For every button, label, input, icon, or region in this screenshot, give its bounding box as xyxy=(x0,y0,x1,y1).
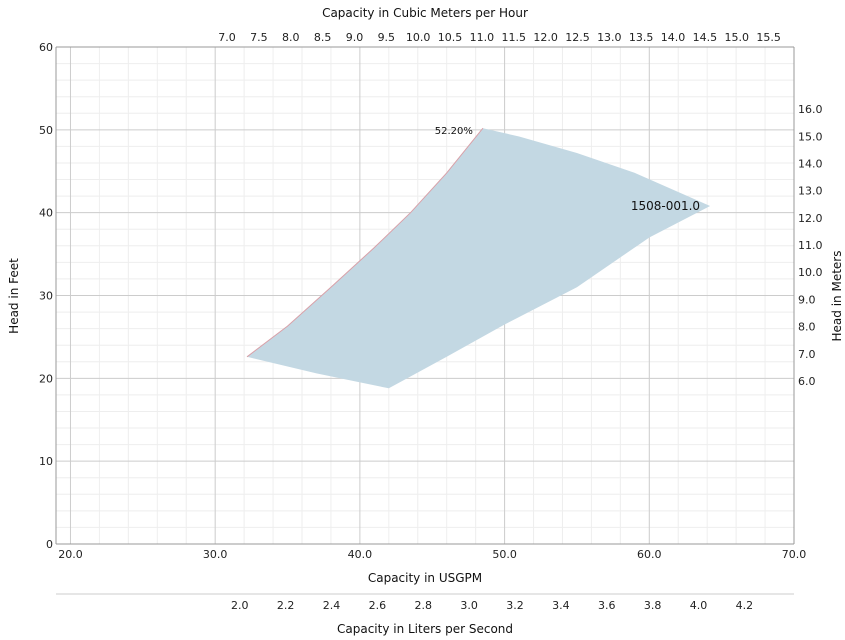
x-tick-label-m3h: 13.5 xyxy=(629,31,654,44)
right-axis-title: Head in Meters xyxy=(830,251,844,342)
x-tick-label-m3h: 12.0 xyxy=(533,31,558,44)
y-tick-label-meters: 10.0 xyxy=(798,266,823,279)
bottom-axis-title: Capacity in USGPM xyxy=(368,571,482,585)
x-tick-label-m3h: 14.5 xyxy=(693,31,718,44)
x-tick-label-lps: 2.0 xyxy=(231,599,249,612)
model-label: 1508-001.0 xyxy=(631,199,700,213)
x-tick-label-gpm: 50.0 xyxy=(492,548,517,561)
x-tick-label-m3h: 15.5 xyxy=(756,31,781,44)
x-tick-label-m3h: 11.5 xyxy=(501,31,526,44)
x-tick-label-lps: 4.2 xyxy=(736,599,754,612)
x-tick-label-m3h: 10.0 xyxy=(406,31,431,44)
y-tick-label-feet: 30 xyxy=(39,290,53,303)
top-axis-title: Capacity in Cubic Meters per Hour xyxy=(322,6,528,20)
y-tick-label-meters: 7.0 xyxy=(798,348,816,361)
y-tick-label-meters: 14.0 xyxy=(798,158,823,171)
x-tick-label-m3h: 7.0 xyxy=(218,31,236,44)
x-tick-label-m3h: 10.5 xyxy=(438,31,463,44)
x-tick-label-m3h: 12.5 xyxy=(565,31,590,44)
x-tick-label-m3h: 7.5 xyxy=(250,31,268,44)
y-tick-label-feet: 60 xyxy=(39,41,53,54)
y-tick-label-meters: 9.0 xyxy=(798,293,816,306)
x-tick-label-gpm: 60.0 xyxy=(637,548,662,561)
x-tick-label-lps: 2.6 xyxy=(369,599,387,612)
efficiency-label: 52.20% xyxy=(435,126,473,137)
y-tick-label-meters: 12.0 xyxy=(798,212,823,225)
x-tick-label-m3h: 15.0 xyxy=(724,31,749,44)
left-axis-title: Head in Feet xyxy=(7,258,21,334)
y-tick-label-feet: 40 xyxy=(39,207,53,220)
x-tick-label-lps: 4.0 xyxy=(690,599,708,612)
x-tick-label-gpm: 30.0 xyxy=(203,548,228,561)
x-tick-label-m3h: 13.0 xyxy=(597,31,622,44)
y-tick-label-meters: 8.0 xyxy=(798,321,816,334)
x-tick-label-gpm: 70.0 xyxy=(782,548,807,561)
annotations: 52.20% 1508-001.0 xyxy=(435,126,700,213)
y-tick-label-feet: 10 xyxy=(39,455,53,468)
x-tick-label-lps: 3.0 xyxy=(460,599,478,612)
y-tick-label-meters: 16.0 xyxy=(798,103,823,116)
y-tick-label-feet: 0 xyxy=(46,538,53,551)
x-tick-label-m3h: 8.0 xyxy=(282,31,300,44)
x-tick-label-lps: 3.6 xyxy=(598,599,616,612)
x-tick-label-gpm: 40.0 xyxy=(348,548,373,561)
region-upper-edge xyxy=(246,127,484,358)
x-tick-label-m3h: 11.0 xyxy=(470,31,495,44)
y-tick-label-meters: 11.0 xyxy=(798,239,823,252)
x-tick-label-m3h: 9.5 xyxy=(378,31,396,44)
axes xyxy=(55,46,795,595)
region-layer xyxy=(246,127,711,389)
secondary-bottom-axis-title: Capacity in Liters per Second xyxy=(337,622,513,636)
x-tick-label-lps: 3.4 xyxy=(552,599,570,612)
y-tick-label-feet: 20 xyxy=(39,372,53,385)
y-tick-label-meters: 15.0 xyxy=(798,130,823,143)
operating-region xyxy=(247,128,711,389)
y-tick-label-meters: 6.0 xyxy=(798,375,816,388)
y-tick-label-meters: 13.0 xyxy=(798,185,823,198)
x-tick-label-lps: 3.2 xyxy=(506,599,524,612)
x-tick-label-lps: 2.8 xyxy=(415,599,433,612)
tick-labels: 20.0 30.0 40.0 50.0 60.0 70.0 0 10 20 30 40 50 60 7.0… xyxy=(39,31,823,612)
x-tick-label-gpm: 20.0 xyxy=(58,548,83,561)
x-tick-label-m3h: 9.0 xyxy=(346,31,364,44)
y-tick-label-feet: 50 xyxy=(39,124,53,137)
x-tick-label-lps: 2.2 xyxy=(277,599,295,612)
x-tick-label-m3h: 14.0 xyxy=(661,31,686,44)
x-tick-label-lps: 3.8 xyxy=(644,599,662,612)
x-tick-label-lps: 2.4 xyxy=(323,599,341,612)
x-tick-label-m3h: 8.5 xyxy=(314,31,332,44)
